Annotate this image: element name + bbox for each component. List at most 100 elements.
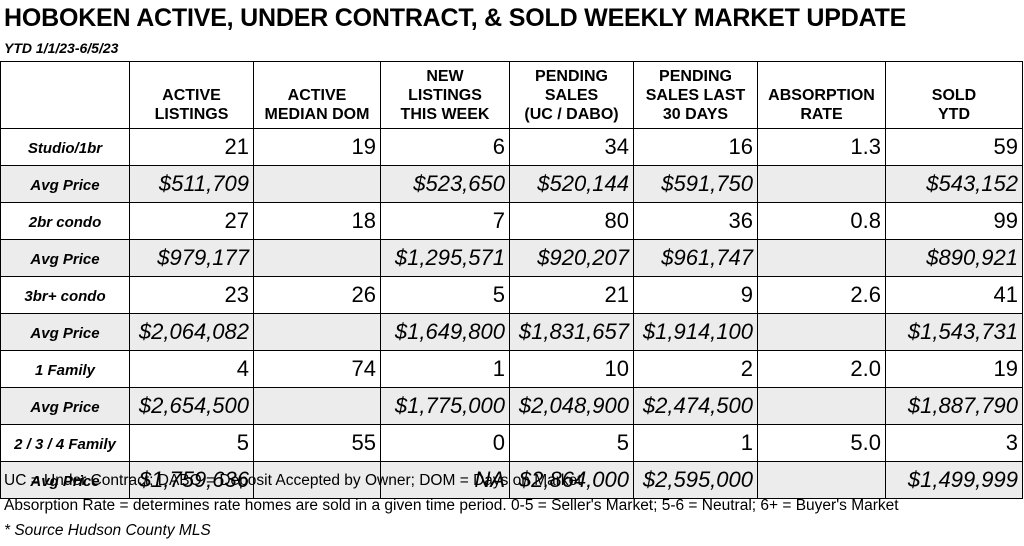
table-cell: 1 (633, 424, 758, 462)
table-row: Avg Price $979,177 $1,295,571 $920,207 $961,… (0, 239, 1023, 277)
table-cell: $1,295,571 (380, 239, 510, 277)
table-cell: 74 (253, 350, 381, 388)
table-cell: $1,775,000 (380, 387, 510, 425)
table-cell: 19 (885, 350, 1023, 388)
table-cell: 59 (885, 128, 1023, 166)
report-title: HOBOKEN ACTIVE, UNDER CONTRACT, & SOLD W… (4, 4, 907, 32)
table-cell: 5.0 (757, 424, 886, 462)
table-cell: $520,144 (509, 165, 634, 203)
table-cell: 3 (885, 424, 1023, 462)
table-cell: 9 (633, 276, 758, 314)
row-label: Avg Price (0, 387, 130, 425)
row-label: 3br+ condo (0, 276, 130, 314)
table-cell: $2,864,000 (509, 461, 634, 499)
row-label: Avg Price (0, 461, 130, 499)
table-cell: $920,207 (509, 239, 634, 277)
table-cell: 10 (509, 350, 634, 388)
header-pending-last-30: PENDING SALES LAST 30 DAYS (633, 61, 758, 129)
table-cell: 1.3 (757, 128, 886, 166)
header-pending-sales: PENDING SALES (UC / DABO) (509, 61, 634, 129)
table-cell: NA (380, 461, 510, 499)
table-row: 2 / 3 / 4 Family 5 55 0 5 1 5.0 3 (0, 424, 1023, 462)
table-row: Avg Price $1,759,636 NA $2,864,000 $2,595,00… (0, 461, 1023, 499)
table-cell: 16 (633, 128, 758, 166)
table-cell: $1,543,731 (885, 313, 1023, 351)
table-row: Avg Price $2,654,500 $1,775,000 $2,048,900 $… (0, 387, 1023, 425)
table-cell: 6 (380, 128, 510, 166)
table-cell: $2,654,500 (129, 387, 254, 425)
header-corner-cell (0, 61, 130, 129)
row-label: Avg Price (0, 165, 130, 203)
table-cell: 80 (509, 202, 634, 240)
header-row: ACTIVE LISTINGS ACTIVE MEDIAN DOM NEW LISTI… (0, 61, 1023, 129)
row-label: Studio/1br (0, 128, 130, 166)
table-cell (253, 313, 381, 351)
table-cell: $591,750 (633, 165, 758, 203)
table-cell: $523,650 (380, 165, 510, 203)
table-cell: 4 (129, 350, 254, 388)
header-active-listings: ACTIVE LISTINGS (129, 61, 254, 129)
table-cell: 7 (380, 202, 510, 240)
table-cell: 26 (253, 276, 381, 314)
absorption-note: Absorption Rate = determines rate homes … (4, 497, 899, 514)
table-cell: $2,474,500 (633, 387, 758, 425)
table-cell: 2.0 (757, 350, 886, 388)
table-cell (253, 165, 381, 203)
table-cell: 21 (129, 128, 254, 166)
table-cell: 2 (633, 350, 758, 388)
table-cell: 18 (253, 202, 381, 240)
table-cell: 5 (509, 424, 634, 462)
table-cell (757, 239, 886, 277)
header-absorption-rate: ABSORPTION RATE (757, 61, 886, 129)
table-cell: $2,064,082 (129, 313, 254, 351)
table-cell (253, 239, 381, 277)
table-cell: 2.6 (757, 276, 886, 314)
table-row: 3br+ condo 23 26 5 21 9 2.6 41 (0, 276, 1023, 314)
table-cell (757, 387, 886, 425)
table-cell: $2,048,900 (509, 387, 634, 425)
table-cell: $1,831,657 (509, 313, 634, 351)
table-row: Avg Price $2,064,082 $1,649,800 $1,831,657 $… (0, 313, 1023, 351)
table-cell: $1,914,100 (633, 313, 758, 351)
table-cell: 23 (129, 276, 254, 314)
header-new-listings: NEW LISTINGS THIS WEEK (380, 61, 510, 129)
table-cell (757, 461, 886, 499)
table-cell: $1,499,999 (885, 461, 1023, 499)
table-row: Studio/1br 21 19 6 34 16 1.3 59 (0, 128, 1023, 166)
header-sold-ytd: SOLD YTD (885, 61, 1023, 129)
row-label: 2br condo (0, 202, 130, 240)
table-cell: $890,921 (885, 239, 1023, 277)
abbreviation-note: UC = Under Contract; DABO = Deposit Acce… (4, 472, 582, 489)
footnotes: UC = Under Contract; DABO = Deposit Acce… (4, 468, 899, 543)
table-cell: $961,747 (633, 239, 758, 277)
table-cell: 0 (380, 424, 510, 462)
table-cell: 34 (509, 128, 634, 166)
table-cell: $979,177 (129, 239, 254, 277)
table-cell (253, 387, 381, 425)
table-cell: $1,887,790 (885, 387, 1023, 425)
source-note: * Source Hudson County MLS (4, 522, 211, 539)
table-row: Avg Price $511,709 $523,650 $520,144 $591,75… (0, 165, 1023, 203)
table-cell: $543,152 (885, 165, 1023, 203)
row-label: Avg Price (0, 239, 130, 277)
table-cell: 21 (509, 276, 634, 314)
table-cell: 27 (129, 202, 254, 240)
table-cell: $511,709 (129, 165, 254, 203)
table-cell: $1,649,800 (380, 313, 510, 351)
table-row: 1 Family 4 74 1 10 2 2.0 19 (0, 350, 1023, 388)
row-label: 1 Family (0, 350, 130, 388)
table-cell: 55 (253, 424, 381, 462)
table-cell: $2,595,000 (633, 461, 758, 499)
table-row: 2br condo 27 18 7 80 36 0.8 99 (0, 202, 1023, 240)
date-range-subtitle: YTD 1/1/23-6/5/23 (4, 40, 119, 56)
header-active-median-dom: ACTIVE MEDIAN DOM (253, 61, 381, 129)
table-cell: 19 (253, 128, 381, 166)
table-cell: 36 (633, 202, 758, 240)
table-cell: 41 (885, 276, 1023, 314)
table-cell: 5 (129, 424, 254, 462)
row-label: 2 / 3 / 4 Family (0, 424, 130, 462)
table-cell (757, 165, 886, 203)
row-label: Avg Price (0, 313, 130, 351)
table-cell: 1 (380, 350, 510, 388)
table-body: Studio/1br 21 19 6 34 16 1.3 59 Avg Price $511,70… (0, 128, 1023, 499)
